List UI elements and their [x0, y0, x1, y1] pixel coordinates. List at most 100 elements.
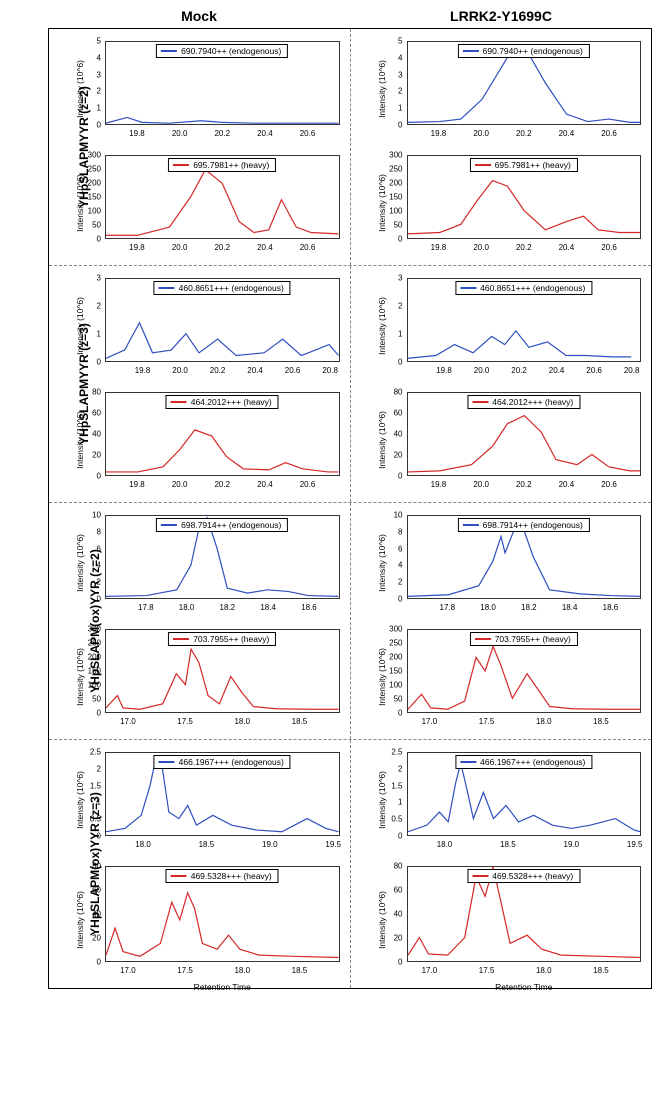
- legend-text: 464.2012+++ (heavy): [191, 397, 272, 407]
- y-tick: 60: [92, 886, 101, 895]
- plot-area: 469.5328+++ (heavy): [407, 866, 642, 962]
- y-tick: 2: [398, 302, 402, 311]
- legend-box: 690.7940++ (endogenous): [458, 44, 590, 58]
- y-tick: 150: [389, 667, 402, 676]
- chromatogram-chart: Intensity (10^6)050100150200250300695.79…: [53, 149, 346, 257]
- y-tick: 2: [398, 764, 402, 773]
- legend-swatch: [171, 401, 187, 403]
- plot-area: 464.2012+++ (heavy): [105, 392, 340, 476]
- x-tick: 20.2: [210, 366, 226, 375]
- y-tick: 100: [88, 207, 101, 216]
- legend-text: 464.2012+++ (heavy): [492, 397, 573, 407]
- x-tick: 19.8: [135, 366, 151, 375]
- y-tick: 8: [398, 527, 402, 536]
- x-tick: 19.0: [563, 840, 579, 849]
- x-tick: 18.6: [603, 603, 619, 612]
- y-tick: 200: [389, 179, 402, 188]
- x-tick: 20.4: [549, 366, 565, 375]
- x-tick: 20.0: [172, 243, 188, 252]
- y-tick: 0: [97, 709, 101, 718]
- row-block: YHpSLAPMYYR (z=3)Intensity (10^6)0123460…: [49, 265, 651, 502]
- y-tick: 0: [97, 472, 101, 481]
- y-tick: 8: [97, 527, 101, 536]
- x-tick: 18.2: [220, 603, 236, 612]
- column-right: Intensity (10^6)0123460.8651+++ (endogen…: [350, 266, 652, 502]
- legend-swatch: [159, 761, 175, 763]
- legend-text: 698.7914++ (endogenous): [483, 520, 583, 530]
- plot-area: 703.7955++ (heavy): [407, 629, 642, 713]
- x-tick: 20.6: [300, 243, 316, 252]
- x-tick: 20.2: [516, 243, 532, 252]
- plot-area: 460.8651+++ (endogenous): [407, 278, 642, 362]
- legend-box: 464.2012+++ (heavy): [467, 395, 580, 409]
- y-tick: 1: [97, 104, 101, 113]
- chromatogram-chart: Intensity (10^6)0246810698.7914++ (endog…: [355, 509, 648, 617]
- y-tick: 2: [97, 87, 101, 96]
- legend-box: 698.7914++ (endogenous): [156, 518, 288, 532]
- legend-swatch: [161, 50, 177, 52]
- y-tick: 80: [92, 388, 101, 397]
- chromatogram-chart: Intensity (10^6)020406080469.5328+++ (he…: [355, 860, 648, 980]
- y-tick: 4: [398, 53, 402, 62]
- x-tick: 20.4: [257, 129, 273, 138]
- y-tick: 0: [398, 595, 402, 604]
- y-tick: 3: [398, 274, 402, 283]
- legend-swatch: [159, 287, 175, 289]
- x-tick: 17.5: [479, 717, 495, 726]
- y-tick: 6: [398, 544, 402, 553]
- column-right: Intensity (10^6)00.511.522.5466.1967+++ …: [350, 740, 652, 988]
- y-tick: 300: [389, 151, 402, 160]
- row-block: YHpSLAPM(ox)YYR (z=3)Intensity (10^6)00.…: [49, 739, 651, 988]
- x-tick: 18.5: [199, 840, 215, 849]
- legend-text: 460.8651+++ (endogenous): [179, 283, 284, 293]
- x-tick: 20.4: [559, 129, 575, 138]
- y-tick: 60: [394, 886, 403, 895]
- y-tick: 4: [398, 561, 402, 570]
- x-tick: 20.0: [474, 366, 490, 375]
- x-tick: 17.8: [439, 603, 455, 612]
- legend-box: 460.8651+++ (endogenous): [455, 281, 592, 295]
- x-tick: 18.5: [292, 966, 308, 975]
- y-tick: 3: [398, 70, 402, 79]
- y-tick: 300: [389, 625, 402, 634]
- x-tick: 20.6: [586, 366, 602, 375]
- legend-box: 690.7940++ (endogenous): [156, 44, 288, 58]
- chromatogram-chart: Intensity (10^6)050100150200250300703.79…: [53, 623, 346, 731]
- legend-text: 703.7955++ (heavy): [193, 634, 269, 644]
- x-tick: 20.4: [247, 366, 263, 375]
- column-right: Intensity (10^6)012345690.7940++ (endoge…: [350, 29, 652, 265]
- legend-box: 695.7981++ (heavy): [470, 158, 578, 172]
- x-tick: 18.0: [536, 966, 552, 975]
- legend-box: 460.8651+++ (endogenous): [154, 281, 291, 295]
- legend-text: 690.7940++ (endogenous): [181, 46, 281, 56]
- y-tick: 2: [97, 302, 101, 311]
- y-tick: 40: [394, 910, 403, 919]
- x-tick: 19.8: [431, 243, 447, 252]
- y-tick: 10: [394, 511, 403, 520]
- legend-text: 703.7955++ (heavy): [495, 634, 571, 644]
- x-tick: 18.2: [521, 603, 537, 612]
- y-tick: 0: [97, 595, 101, 604]
- column-left: Intensity (10^6)00.511.522.5466.1967+++ …: [49, 740, 350, 988]
- y-tick: 150: [389, 193, 402, 202]
- x-tick: 20.4: [559, 480, 575, 489]
- x-tick: 18.4: [562, 603, 578, 612]
- x-tick: 18.6: [301, 603, 317, 612]
- plot-area: 460.8651+++ (endogenous): [105, 278, 340, 362]
- x-tick: 20.6: [300, 480, 316, 489]
- x-tick: 19.8: [129, 480, 145, 489]
- plot-area: 695.7981++ (heavy): [105, 155, 340, 239]
- legend-box: 469.5328+++ (heavy): [166, 869, 279, 883]
- legend-text: 690.7940++ (endogenous): [483, 46, 583, 56]
- x-tick: 20.2: [214, 129, 230, 138]
- y-tick: 20: [394, 451, 403, 460]
- y-tick: 0: [398, 832, 402, 841]
- x-tick: 17.0: [120, 717, 136, 726]
- legend-text: 469.5328+++ (heavy): [492, 871, 573, 881]
- legend-swatch: [475, 164, 491, 166]
- y-tick: 20: [92, 934, 101, 943]
- x-tick: 19.8: [129, 243, 145, 252]
- row-block: YHpSLAPMYYR (z=2)Intensity (10^6)0123456…: [49, 29, 651, 265]
- y-tick: 5: [97, 37, 101, 46]
- row-block: YHpSLAPM(ox)YYR (z=2)Intensity (10^6)024…: [49, 502, 651, 739]
